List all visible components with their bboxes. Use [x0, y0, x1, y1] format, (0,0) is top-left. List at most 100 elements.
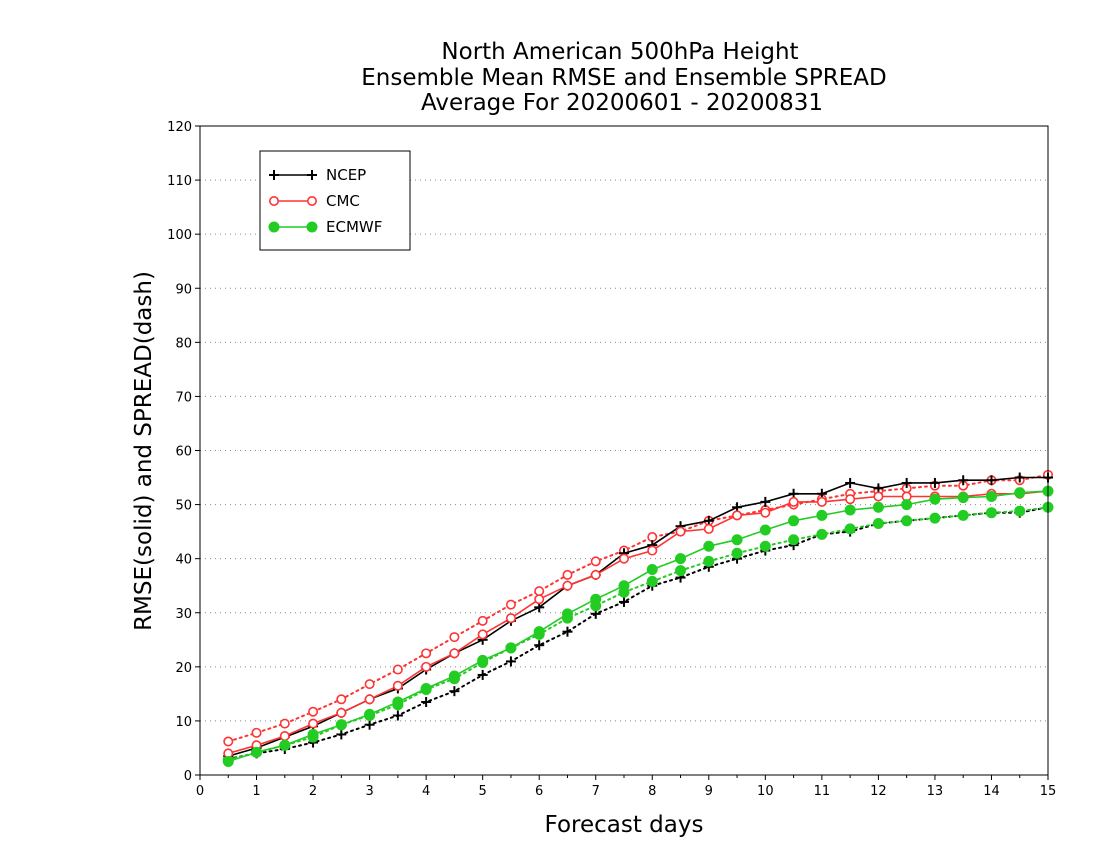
ecmwf-rmse-point: [1014, 487, 1026, 499]
ncep-spread-point: [336, 729, 347, 740]
ecmwf-rmse-point: [448, 670, 460, 682]
ncep-rmse-point: [1014, 472, 1025, 483]
ecmwf-rmse-point: [335, 719, 347, 731]
x-tick-label: 15: [1040, 784, 1057, 799]
ecmwf-rmse-point: [985, 490, 997, 502]
cmc-spread-point: [477, 615, 488, 626]
x-tick-label: 3: [365, 784, 373, 799]
x-tick-label: 9: [705, 784, 713, 799]
legend-marker-cmc: [306, 196, 317, 207]
cmc-rmse-point: [618, 553, 629, 564]
ncep-spread-point: [619, 596, 629, 607]
gridlines: [200, 179, 1048, 722]
y-tick-label: 90: [175, 282, 192, 297]
ecmwf-spread-point: [1014, 505, 1026, 517]
ncep-spread-point: [392, 710, 403, 721]
cmc-spread-point: [590, 556, 601, 567]
legend-item-ncep: NCEP: [269, 166, 366, 184]
ecmwf-rmse-point: [872, 501, 884, 513]
ecmwf-rmse-point: [816, 509, 828, 521]
ecmwf-rmse-point: [731, 534, 743, 546]
legend-marker-cmc: [268, 196, 279, 207]
cmc-spread-point: [562, 569, 573, 580]
cmc-spread-line: [227, 473, 1049, 743]
cmc-spread-point: [279, 718, 290, 729]
ecmwf-rmse-point: [477, 654, 489, 666]
cmc-rmse-point: [562, 580, 573, 591]
legend-label-ecmwf: ECMWF: [326, 218, 382, 236]
chart-title-line-2: Ensemble Mean RMSE and Ensemble SPREAD: [361, 65, 886, 91]
cmc-spread-point: [251, 727, 262, 738]
cmc-spread-point: [449, 632, 460, 643]
y-tick-label: 30: [175, 607, 192, 622]
cmc-rmse-point: [732, 510, 743, 521]
y-tick-label: 120: [167, 120, 192, 135]
cmc-rmse-point: [760, 507, 771, 518]
cmc-rmse-point: [816, 496, 827, 507]
ecmwf-spread-point: [646, 575, 658, 587]
chart-title: North American 500hPa Height Ensemble Me…: [361, 39, 886, 116]
cmc-rmse-point: [308, 718, 319, 729]
ecmwf-spread-point: [929, 512, 941, 524]
cmc-rmse-point: [449, 648, 460, 659]
ecmwf-spread-point: [759, 540, 771, 552]
x-tick-label: 2: [309, 784, 317, 799]
ecmwf-spread-point: [985, 507, 997, 519]
x-tick-label: 12: [870, 784, 887, 799]
ncep-spread-point: [534, 640, 545, 651]
series-ecmwf: [222, 501, 1054, 766]
y-tick-label: 80: [175, 336, 192, 351]
cmc-spread-point: [223, 736, 234, 747]
y-tick-label: 50: [175, 499, 192, 514]
x-tick-label: 11: [814, 784, 831, 799]
chart-title-line-3: Average For 20200601 - 20200831: [421, 90, 823, 116]
x-tick-label: 10: [757, 784, 774, 799]
y-tick-label: 60: [175, 445, 192, 460]
x-axis-label: Forecast days: [545, 812, 704, 838]
ecmwf-rmse-point: [505, 642, 517, 654]
cmc-spread-point: [392, 664, 403, 675]
cmc-rmse-point: [279, 731, 290, 742]
cmc-rmse-point: [788, 496, 799, 507]
ncep-spread-point: [449, 686, 460, 697]
ecmwf-rmse-point: [703, 540, 715, 552]
y-tick-label: 20: [175, 661, 192, 676]
ncep-rmse-point: [901, 477, 912, 488]
cmc-rmse-point: [845, 494, 856, 505]
ecmwf-rmse-point: [675, 553, 687, 565]
cmc-rmse-point: [534, 594, 545, 605]
cmc-spread-point: [505, 599, 516, 610]
ecmwf-spread-point: [675, 565, 687, 577]
cmc-rmse-point: [505, 613, 516, 624]
legend-item-cmc: CMC: [268, 192, 360, 210]
ecmwf-rmse-point: [307, 728, 319, 740]
ecmwf-spread-point: [901, 515, 913, 527]
ecmwf-rmse-point: [561, 608, 573, 620]
x-tick-label: 14: [983, 784, 1000, 799]
ecmwf-rmse-point: [420, 682, 432, 694]
ecmwf-rmse-point: [901, 499, 913, 511]
x-tick-label: 13: [927, 784, 944, 799]
ecmwf-rmse-point: [364, 708, 376, 720]
ecmwf-rmse-point: [533, 626, 545, 638]
ncep-rmse-point: [958, 475, 969, 486]
y-tick-label: 10: [175, 715, 192, 730]
ecmwf-rmse-point: [929, 493, 941, 505]
cmc-spread-point: [534, 586, 545, 597]
x-tick-label: 0: [196, 784, 204, 799]
data-series: [222, 469, 1054, 767]
y-tick-label: 110: [167, 174, 192, 189]
ncep-spread-point: [562, 626, 573, 637]
y-tick-label: 70: [175, 390, 192, 405]
legend-marker-ecmwf: [268, 221, 280, 233]
series-cmc: [223, 469, 1054, 747]
ecmwf-spread-point: [872, 518, 884, 530]
ncep-rmse-point: [845, 477, 856, 488]
legend-label-ncep: NCEP: [326, 166, 366, 184]
ecmwf-spread-line: [227, 506, 1049, 761]
series-ncep-rmse: [223, 472, 1053, 762]
legend-marker-ncep: [307, 170, 317, 180]
series-ncep: [223, 502, 1053, 764]
